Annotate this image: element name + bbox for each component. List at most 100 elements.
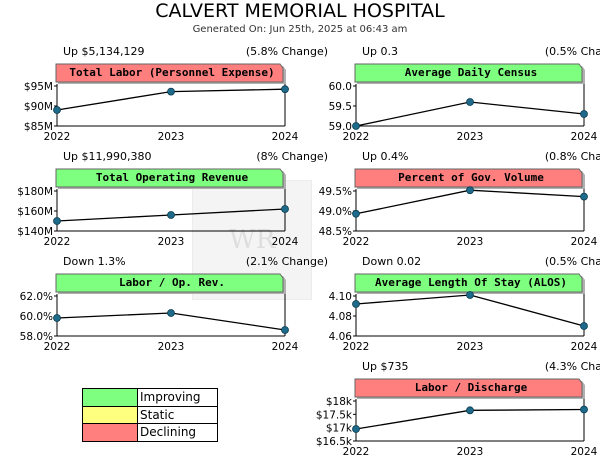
x-tick-label: 2022: [343, 131, 370, 143]
x-tick-label: 2022: [44, 341, 71, 353]
x-tick-label: 2024: [272, 341, 299, 353]
banner-shape: [354, 63, 585, 84]
metric-title: Labor / Op. Rev.: [119, 276, 225, 289]
x-tick-label: 2024: [272, 236, 299, 248]
change-amount: Up 0.4%: [362, 150, 409, 163]
banner-fill: [354, 273, 583, 293]
y-tick-label: 62.0%: [20, 291, 53, 303]
series-line: [355, 294, 585, 327]
change-header: Up $735 (4.3% Change): [354, 360, 600, 373]
data-point: [466, 186, 474, 195]
y-tick-label: 49.0%: [319, 206, 352, 218]
line-chart: $140M $160M $180M 2022 2023 2024: [17, 186, 298, 248]
data-point: [580, 110, 588, 118]
metric-banner: Labor / Op. Rev.: [55, 273, 330, 294]
metric-banner: Total Labor (Personnel Expense): [55, 63, 330, 84]
line-chart: 4.06 4.08 4.10 2022 2023 2024: [329, 291, 598, 353]
change-amount: Up $5,134,129: [63, 45, 145, 58]
x-tick-label: 2024: [571, 131, 598, 143]
banner-shape: [55, 168, 286, 189]
y-tick-label: 60.0: [329, 81, 352, 93]
y-tick-label: $16.5k: [316, 436, 353, 448]
x-tick-label: 2022: [343, 446, 370, 458]
legend-swatch-improving: [83, 389, 138, 406]
kpi-panel: Up 0.4% (0.8% Change) Percent of Gov. Volu…: [319, 150, 600, 258]
y-tick-label: 48.5%: [319, 226, 352, 238]
kpi-panel: Up $11,990,380 (8% Change) Total Operating…: [17, 150, 328, 258]
y-tick-label: 60.0%: [20, 311, 53, 323]
kpi-panel: Up $735 (4.3% Change) Labor / Discharge $16…: [316, 360, 600, 468]
x-tick-label: 2024: [571, 236, 598, 248]
y-tick-label: $180M: [17, 186, 53, 198]
metric-title: Total Operating Revenue: [95, 171, 249, 184]
legend: Improving Static Declining: [82, 388, 218, 442]
change-amount: Down 1.3%: [63, 255, 126, 268]
data-point: [466, 98, 474, 106]
y-tick-label: 4.10: [329, 291, 352, 303]
change-percent: (8% Change): [256, 150, 328, 163]
metric-title: Percent of Gov. Volume: [398, 171, 544, 184]
data-point: [53, 314, 61, 322]
x-tick-label: 2023: [457, 341, 484, 353]
banner-shape: [354, 168, 585, 189]
line-chart: 58.0% 60.0% 62.0% 2022 2023 2024: [20, 291, 299, 353]
kpi-panel: Down 1.3% (2.1% Change) Labor / Op. Rev. 58…: [20, 255, 328, 363]
data-point: [281, 85, 289, 94]
metric-banner: Percent of Gov. Volume: [354, 168, 600, 189]
data-point: [466, 406, 474, 415]
data-point: [580, 322, 588, 330]
banner-fill: [354, 168, 583, 188]
change-header: Up $5,134,129 (5.8% Change): [55, 45, 330, 58]
y-tick-label: 49.5%: [319, 186, 352, 198]
y-tick-label: $85M: [24, 121, 53, 133]
data-point: [352, 425, 360, 433]
kpi-panel: Down 0.02 (0.5% Change) Average Length Of …: [329, 255, 600, 363]
x-tick-label: 2023: [457, 131, 484, 143]
x-tick-label: 2023: [457, 446, 484, 458]
line-chart: $16.5k$17k $17.5k$18k 2022 2023 2024: [316, 396, 598, 458]
legend-item-static: Static: [83, 406, 217, 424]
x-tick-label: 2022: [343, 341, 370, 353]
banner-fill: [55, 63, 284, 83]
banner-fill: [354, 378, 583, 398]
y-tick-label: $95M: [24, 81, 53, 93]
data-point: [352, 300, 360, 308]
change-percent: (4.3% Change): [544, 360, 600, 373]
y-tick-label: 4.06: [329, 331, 353, 343]
change-percent: (0.5% Change): [544, 45, 600, 58]
change-header: Up 0.4% (0.8% Change): [354, 150, 600, 163]
change-header: Down 0.02 (0.5% Change): [354, 255, 600, 268]
kpi-panel: Up 0.3 (0.5% Change) Average Daily Census 5…: [329, 45, 600, 153]
change-header: Up $11,990,380 (8% Change): [55, 150, 330, 163]
y-tick-label: $90M: [24, 101, 53, 113]
data-point: [53, 106, 61, 114]
banner-fill: [55, 273, 284, 293]
change-header: Up 0.3 (0.5% Change): [354, 45, 600, 58]
x-tick-label: 2024: [571, 446, 598, 458]
banner-shape: [354, 378, 585, 399]
banner-shape: [55, 273, 286, 294]
data-point: [580, 405, 588, 414]
metric-banner: Total Operating Revenue: [55, 168, 330, 189]
change-amount: Up $735: [362, 360, 409, 373]
page-title: CALVERT MEMORIAL HOSPITAL: [155, 0, 445, 22]
legend-swatch-static: [83, 407, 138, 424]
change-percent: (2.1% Change): [245, 255, 328, 268]
watermark-text: WR: [228, 225, 276, 255]
metric-banner: Average Daily Census: [354, 63, 600, 84]
data-point: [167, 211, 175, 219]
legend-label-declining: Declining: [140, 425, 197, 439]
y-tick-label: 59.0: [329, 121, 352, 133]
x-tick-label: 2022: [44, 131, 71, 143]
metric-title: Average Length Of Stay (ALOS): [374, 276, 568, 289]
x-tick-label: 2024: [272, 131, 299, 143]
data-point: [167, 309, 175, 317]
line-chart: 59.0 59.5 60.0 2022 2023 2024: [329, 81, 598, 143]
data-point: [281, 326, 289, 334]
legend-swatch-declining: [83, 424, 138, 441]
banner-shape: [354, 273, 585, 294]
x-tick-label: 2023: [158, 131, 185, 143]
y-tick-label: $140M: [17, 226, 53, 238]
data-point: [466, 291, 474, 299]
kpi-panel: Up $5,134,129 (5.8% Change) Total Labor (P…: [24, 45, 328, 153]
